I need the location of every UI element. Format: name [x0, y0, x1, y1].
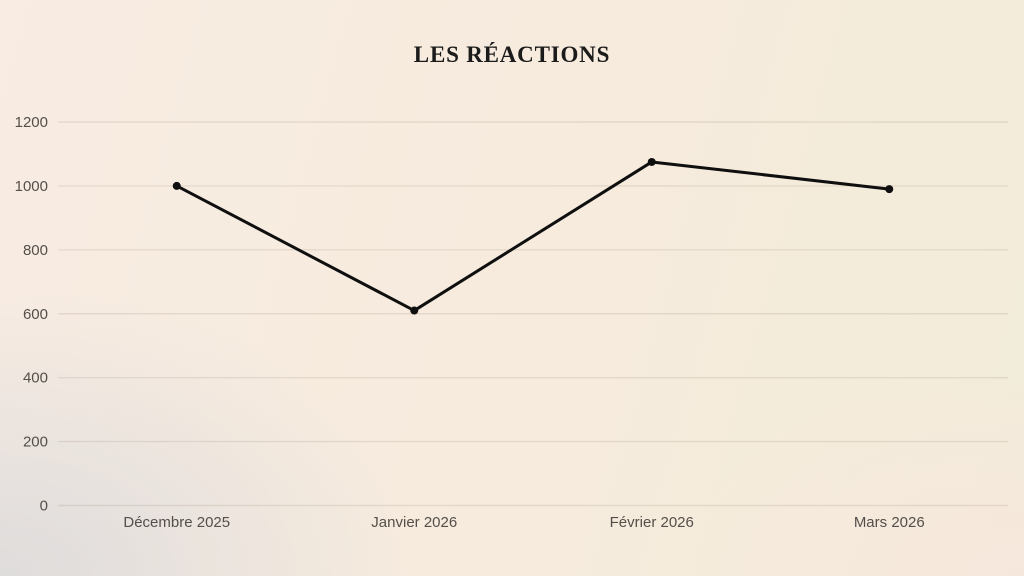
x-tick-label: Janvier 2026 [371, 514, 457, 531]
y-tick-label: 800 [23, 242, 48, 259]
data-point [410, 306, 419, 315]
y-tick-label: 200 [23, 434, 48, 451]
x-tick-label: Mars 2026 [854, 514, 925, 531]
x-tick-label: Décembre 2025 [123, 514, 230, 531]
x-tick-label: Février 2026 [610, 514, 694, 531]
chart-title: LES RÉACTIONS [413, 42, 611, 67]
y-tick-label: 400 [23, 370, 48, 387]
data-line [175, 160, 891, 313]
data-point [885, 185, 894, 194]
y-tick-label: 1000 [15, 178, 48, 195]
data-point [647, 157, 656, 166]
y-tick-label: 600 [23, 306, 48, 323]
y-tick-label: 0 [40, 498, 48, 515]
y-tick-label: 1200 [15, 114, 48, 131]
data-point [172, 181, 181, 190]
